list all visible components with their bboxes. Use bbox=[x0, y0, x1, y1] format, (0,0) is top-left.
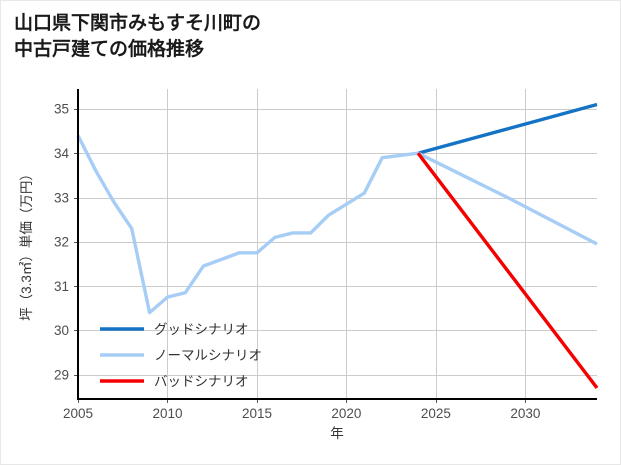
y-tick-label: 32 bbox=[54, 235, 69, 250]
series-line-1 bbox=[76, 134, 598, 315]
legend-label-1: ノーマルシナリオ bbox=[154, 348, 262, 363]
x-tick-label: 2015 bbox=[242, 406, 272, 421]
x-tick-label: 2020 bbox=[331, 406, 361, 421]
y-tick-label: 35 bbox=[54, 102, 69, 117]
page-title: 山口県下関市みもすそ川町の 中古戸建ての価格推移 bbox=[14, 13, 262, 61]
legend-label-0: グッドシナリオ bbox=[154, 322, 249, 337]
y-tick-label: 30 bbox=[54, 323, 69, 338]
y-tick-label: 29 bbox=[54, 367, 69, 382]
y-axis-title: 坪（3.3㎡）単価（万円） bbox=[19, 167, 34, 321]
series-line-2 bbox=[416, 152, 599, 389]
x-tick-label: 2030 bbox=[510, 406, 540, 421]
y-tick-label: 31 bbox=[54, 279, 69, 294]
x-axis-tick-labels: 2005 2010 2015 2020 2025 2030 bbox=[63, 406, 540, 421]
x-tick-label: 2005 bbox=[63, 406, 93, 421]
y-tick-label: 34 bbox=[54, 146, 70, 161]
series-line-0 bbox=[417, 102, 598, 155]
x-tick-label: 2025 bbox=[421, 406, 451, 421]
y-axis-tick-labels: 29 30 31 32 33 34 35 bbox=[54, 102, 70, 383]
data-series-group bbox=[76, 102, 599, 389]
y-tick-label: 33 bbox=[54, 190, 69, 205]
x-tick-label: 2010 bbox=[152, 406, 182, 421]
x-axis-title: 年 bbox=[330, 426, 344, 441]
legend-label-2: バッドシナリオ bbox=[154, 374, 249, 389]
